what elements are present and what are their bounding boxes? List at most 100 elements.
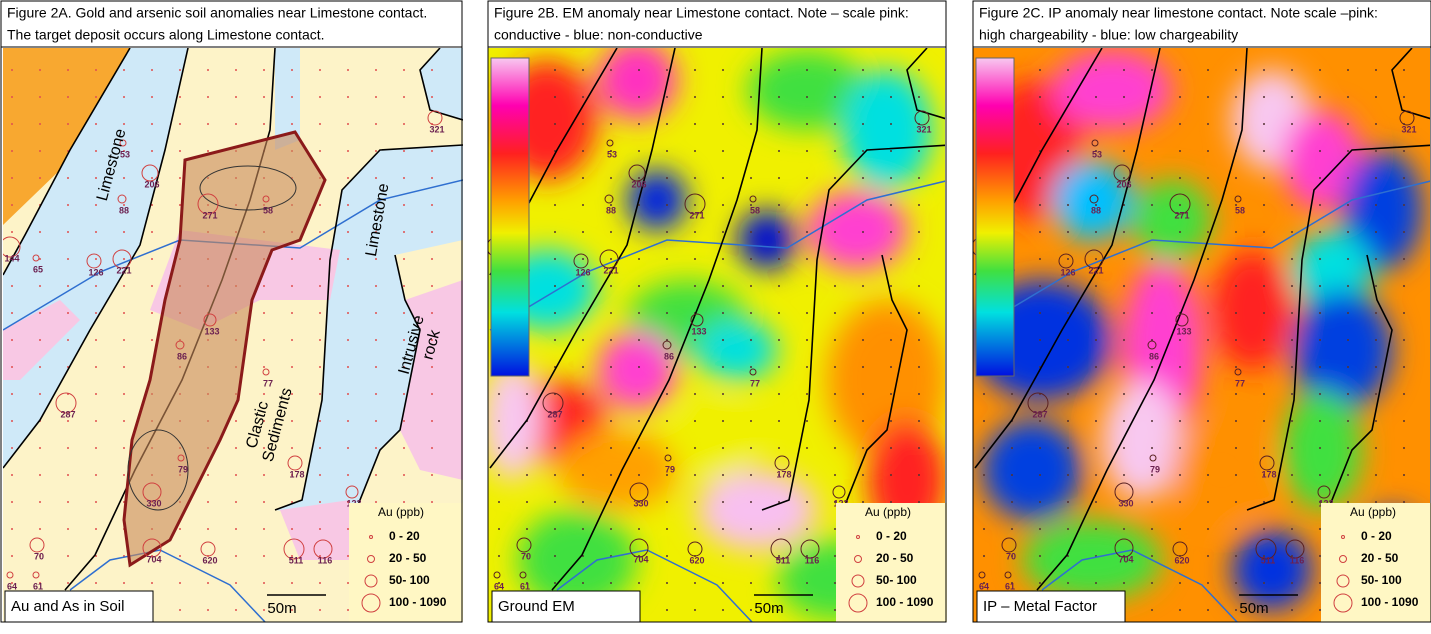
sample-dot [375, 501, 377, 503]
panel-label-box [976, 590, 1126, 623]
drainage-line [556, 549, 753, 622]
sample-dot [375, 204, 377, 206]
sample-dot [890, 285, 892, 287]
sample-dot [582, 366, 584, 368]
sample-dot [918, 366, 920, 368]
sample-dot [862, 339, 864, 341]
sample-dot [778, 150, 780, 152]
panel-label: Au and As in Soil [11, 598, 124, 615]
map-panel: 3215320688271581446512622113386772877933… [973, 48, 1430, 622]
sample-dot [610, 528, 612, 530]
sample-dot [722, 339, 724, 341]
sample-dot [1207, 258, 1209, 260]
heat-blob [1292, 230, 1372, 310]
sample-dot [151, 150, 153, 152]
sample-dot [319, 312, 321, 314]
sample-dot [806, 528, 808, 530]
sample-label: 79 [665, 464, 675, 474]
sample-dot [179, 609, 181, 611]
sample-dot [39, 96, 41, 98]
sample-dot [554, 123, 556, 125]
sample-dot [778, 204, 780, 206]
sample-dot [11, 447, 13, 449]
sample-dot [554, 582, 556, 584]
sample-dot [1263, 528, 1265, 530]
sample-dot [1095, 447, 1097, 449]
sample-dot [1039, 555, 1041, 557]
sample-dot [890, 96, 892, 98]
sample-dot [1235, 69, 1237, 71]
sample-dot [263, 123, 265, 125]
sample-dot [778, 609, 780, 611]
sample-dot [1319, 447, 1321, 449]
sample-dot [1291, 528, 1293, 530]
sample-dot [666, 69, 668, 71]
sample-dot [918, 177, 920, 179]
heat-blob [1292, 290, 1392, 410]
sample-dot [890, 69, 892, 71]
sample-dot [1347, 123, 1349, 125]
contact-line [3, 48, 131, 276]
sample-dot [1095, 393, 1097, 395]
sample-dot [235, 123, 237, 125]
sample-label: 221 [603, 265, 618, 275]
sample-dot [375, 339, 377, 341]
sample-label: 330 [1118, 498, 1133, 508]
sample-circle [177, 454, 185, 462]
sample-dot [11, 582, 13, 584]
sample-dot [11, 366, 13, 368]
sample-dot [1235, 96, 1237, 98]
sample-dot [1235, 474, 1237, 476]
legend-symbol [364, 574, 378, 588]
sample-dot [722, 285, 724, 287]
sample-dot [890, 474, 892, 476]
sample-dot [638, 501, 640, 503]
sample-dot [1375, 150, 1377, 152]
sample-dot [890, 123, 892, 125]
sample-dot [722, 312, 724, 314]
sample-dot [431, 501, 433, 503]
sample-label: 704 [146, 554, 161, 564]
sample-dot [375, 96, 377, 98]
heat-blob [1102, 380, 1182, 500]
sample-dot [95, 312, 97, 314]
sample-dot [750, 447, 752, 449]
sample-dot [778, 528, 780, 530]
sample-dot [610, 339, 612, 341]
sample-dot [554, 258, 556, 260]
sample-dot [1151, 339, 1153, 341]
heat-blob [597, 330, 677, 410]
sample-dot [834, 366, 836, 368]
sample-dot [890, 420, 892, 422]
sample-dot [638, 339, 640, 341]
sample-dot [375, 69, 377, 71]
sample-dot [1319, 177, 1321, 179]
sample-label: 61 [1005, 581, 1015, 591]
sample-dot [554, 447, 556, 449]
sample-dot [431, 150, 433, 152]
sample-dot [1347, 204, 1349, 206]
sample-dot [1235, 582, 1237, 584]
sample-dot [67, 420, 69, 422]
contact-line [838, 254, 908, 521]
sample-circle [1175, 313, 1189, 327]
sample-dot [638, 258, 640, 260]
sample-dot [806, 420, 808, 422]
contact-line [351, 254, 421, 521]
sample-dot [11, 501, 13, 503]
sample-dot [11, 555, 13, 557]
sample-dot [1207, 150, 1209, 152]
sample-dot [834, 555, 836, 557]
sample-dot [1011, 555, 1013, 557]
sample-dot [778, 258, 780, 260]
sample-dot [666, 231, 668, 233]
sample-dot [778, 285, 780, 287]
sample-dot [1235, 609, 1237, 611]
sample-dot [1067, 393, 1069, 395]
pink-unit [400, 280, 463, 480]
sample-dot [778, 339, 780, 341]
sample-dot [722, 582, 724, 584]
sample-dot [1151, 177, 1153, 179]
sample-dot [1123, 231, 1125, 233]
sample-circle [32, 571, 40, 579]
